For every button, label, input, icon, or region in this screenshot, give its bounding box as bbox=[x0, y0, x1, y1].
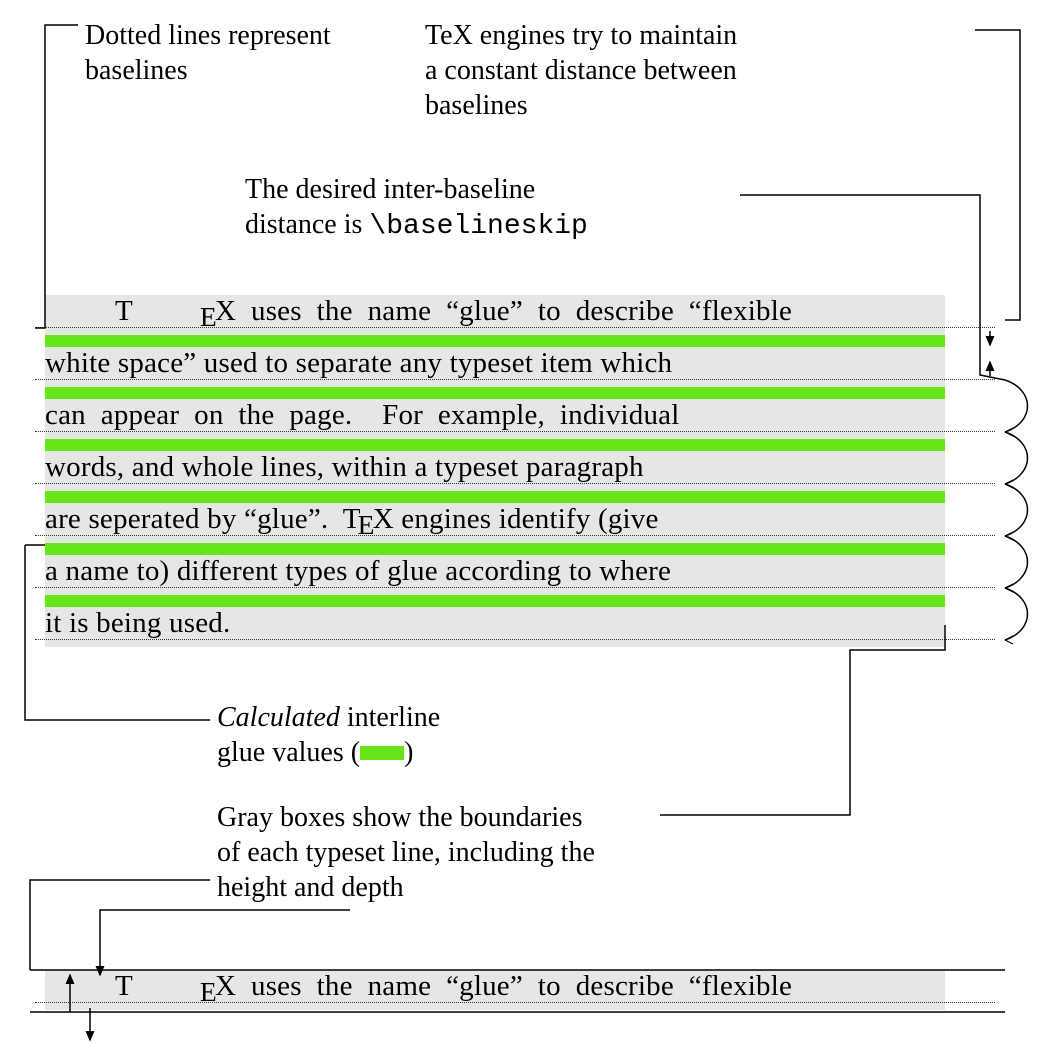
bottom-line-block: TEX uses the name “glue” to describe “fl… bbox=[45, 970, 945, 1010]
annotation-baselineskip: The desired inter-baselinedistance is \b… bbox=[245, 172, 845, 244]
annotation-constant-distance: TeX engines try to maintaina constant di… bbox=[425, 18, 965, 123]
interline-glue bbox=[45, 439, 945, 451]
line-text: white space” used to separate any typese… bbox=[45, 347, 945, 380]
interline-glue bbox=[45, 543, 945, 555]
line-text: it is being used. bbox=[45, 607, 945, 640]
line-text: words, and whole lines, within a typeset… bbox=[45, 451, 945, 484]
paragraph-line: are seperated by “glue”. TEX engines ide… bbox=[45, 503, 945, 543]
interline-glue bbox=[45, 387, 945, 399]
line-text: can appear on the page. For example, ind… bbox=[45, 399, 945, 432]
glue-swatch-icon bbox=[360, 746, 404, 760]
line-text: TEX uses the name “glue” to describe “fl… bbox=[45, 970, 945, 1003]
line-text: a name to) different types of glue accor… bbox=[45, 555, 945, 588]
paragraph-line: TEX uses the name “glue” to describe “fl… bbox=[45, 295, 945, 335]
paragraph-line: can appear on the page. For example, ind… bbox=[45, 399, 945, 439]
annotation-baselines: Dotted lines representbaselines bbox=[85, 18, 465, 88]
code-baselineskip: \baselineskip bbox=[369, 211, 587, 242]
paragraph-line: it is being used. bbox=[45, 607, 945, 647]
paragraph-block: TEX uses the name “glue” to describe “fl… bbox=[45, 295, 945, 647]
line-text: are seperated by “glue”. TEX engines ide… bbox=[45, 503, 945, 536]
interline-glue bbox=[45, 595, 945, 607]
interline-glue bbox=[45, 491, 945, 503]
annotation-gray-boxes: Gray boxes show the boundariesof each ty… bbox=[217, 800, 837, 905]
annotation-interline-glue: Calculated interlineglue values () bbox=[217, 700, 717, 770]
paragraph-line: a name to) different types of glue accor… bbox=[45, 555, 945, 595]
paragraph-line: TEX uses the name “glue” to describe “fl… bbox=[45, 970, 945, 1010]
paragraph-line: white space” used to separate any typese… bbox=[45, 347, 945, 387]
paragraph-line: words, and whole lines, within a typeset… bbox=[45, 451, 945, 491]
line-text: TEX uses the name “glue” to describe “fl… bbox=[45, 295, 945, 328]
interline-glue bbox=[45, 335, 945, 347]
